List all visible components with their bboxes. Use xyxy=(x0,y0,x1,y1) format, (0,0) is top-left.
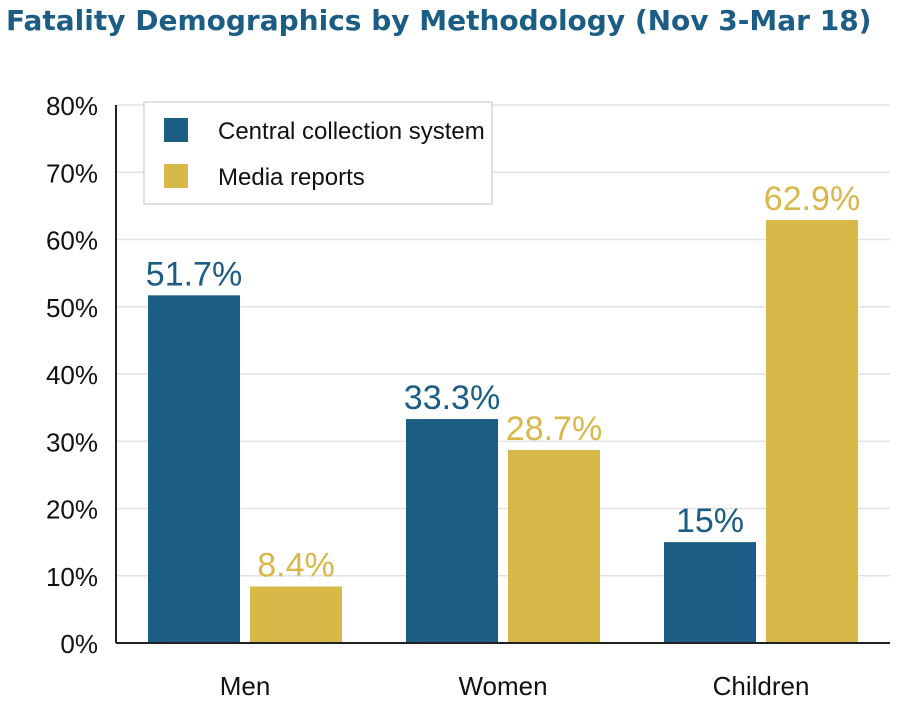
legend-label: Media reports xyxy=(218,164,365,191)
y-tick-label: 20% xyxy=(46,495,98,525)
legend: Central collection system Media reports xyxy=(143,101,493,205)
bar-media-reports-men xyxy=(250,586,342,643)
bar-media-reports-women xyxy=(508,449,600,643)
y-tick-label: 40% xyxy=(46,360,98,390)
y-tick-label: 30% xyxy=(46,427,98,457)
legend-swatch xyxy=(164,118,188,142)
legend-box xyxy=(143,101,493,205)
y-tick-label: 0% xyxy=(60,629,98,659)
chart-title: Fatality Demographics by Methodology (No… xyxy=(6,4,872,37)
bar-central-collection-men xyxy=(148,295,240,643)
bar-media-reports-children xyxy=(766,219,858,643)
bar-central-collection-women xyxy=(406,419,498,643)
bar-central-collection-children xyxy=(664,542,756,643)
data-labels: 51.7% 8.4% 33.3%28.7% 15% 62.9% xyxy=(146,180,860,585)
y-tick-label: 50% xyxy=(46,293,98,323)
data-label: 51.7% xyxy=(146,255,242,293)
data-label: 8.4% xyxy=(257,547,335,585)
y-tick-label: 10% xyxy=(46,562,98,592)
x-tick-label: Women xyxy=(458,671,547,701)
x-tick-label: Children xyxy=(713,671,810,701)
legend-label: Central collection system xyxy=(218,118,485,145)
data-label: 15% xyxy=(676,502,744,540)
legend-swatch xyxy=(164,164,188,188)
y-tick-label: 60% xyxy=(46,226,98,256)
data-label: 62.9% xyxy=(764,180,860,218)
axes: 0% 10% 20% 30% 40% 50% 60% 70% 80% Men Women Childr… xyxy=(46,91,890,701)
data-label: 28.7% xyxy=(506,410,602,448)
bars xyxy=(148,219,858,643)
x-tick-label: Men xyxy=(220,671,271,701)
data-label: 33.3% xyxy=(404,379,500,417)
y-tick-label: 80% xyxy=(46,91,98,121)
y-tick-label: 70% xyxy=(46,158,98,188)
